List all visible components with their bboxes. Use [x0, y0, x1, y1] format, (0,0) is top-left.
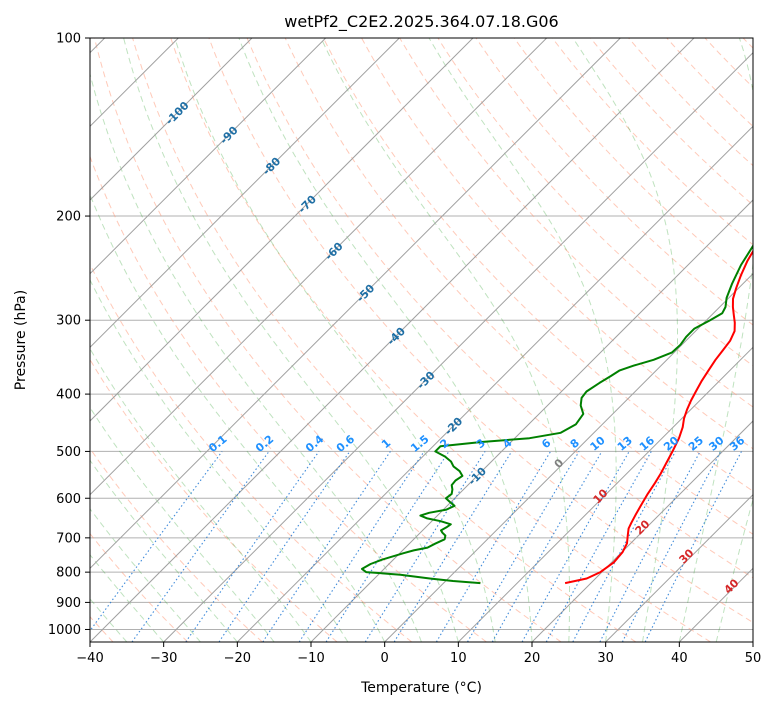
- moist-adiabat: [320, 38, 570, 642]
- mixing-ratio-line: [131, 451, 270, 642]
- y-axis-title: Pressure (hPa): [13, 290, 29, 390]
- dry-adiabat: [590, 38, 753, 206]
- moist-adiabat: [238, 38, 533, 642]
- dry-adiabat: [94, 38, 562, 642]
- moist-adiabats: [90, 38, 753, 642]
- moist-adiabat: [123, 38, 459, 642]
- skewed-isotherms: [90, 38, 753, 642]
- mixing-ratio-line: [467, 451, 580, 642]
- x-tick-label: −20: [224, 651, 251, 666]
- y-tick-label: 400: [56, 388, 81, 403]
- moist-adiabat: [90, 72, 422, 642]
- isotherm: [531, 420, 753, 642]
- x-tick-label: −30: [150, 651, 177, 666]
- y-tick-label: 800: [56, 566, 81, 581]
- y-tick-label: 100: [56, 32, 81, 47]
- y-axis: 100 200 300 400 500 600 700 800 900 1000: [48, 32, 90, 638]
- dry-adiabat: [90, 263, 413, 642]
- moist-adiabat: [90, 278, 349, 642]
- x-tick-label: −40: [76, 651, 103, 666]
- dry-adiabat: [132, 38, 637, 642]
- dry-adiabat: [628, 38, 753, 167]
- moist-adiabat: [90, 459, 238, 642]
- y-tick-label: 900: [56, 596, 81, 611]
- dry-adiabat: [399, 38, 753, 408]
- moist-adiabat: [715, 497, 753, 642]
- x-tick-label: 10: [450, 651, 467, 666]
- isotherm: [310, 199, 753, 642]
- x-tick-label: 20: [524, 651, 541, 666]
- mixing-ratio-line: [393, 451, 513, 642]
- y-tick-label: 600: [56, 492, 81, 507]
- moist-adiabat: [572, 38, 678, 642]
- mixing-ratio-line: [364, 451, 486, 642]
- mixing-ratio-lines: [90, 451, 742, 642]
- isotherm: [90, 38, 327, 275]
- dry-adiabat: [208, 38, 753, 624]
- moist-adiabat: [90, 193, 386, 642]
- isotherm: [163, 51, 753, 642]
- mixing-ratio-line: [491, 451, 603, 642]
- y-tick-label: 200: [56, 210, 81, 225]
- chart-title: wetPf2_C2E2.2025.364.07.18.G06: [284, 12, 558, 32]
- dry-adiabat: [90, 447, 263, 642]
- y-tick-label: 1000: [48, 623, 81, 638]
- dry-adiabat: [475, 38, 753, 326]
- moist-adiabat: [678, 38, 753, 642]
- x-tick-label: 0: [381, 651, 389, 666]
- isotherm: [90, 38, 548, 496]
- isotherm: [90, 38, 400, 349]
- dewpoint-profile-line: [361, 244, 753, 585]
- dry-adiabats: [90, 38, 753, 642]
- y-tick-label: 500: [56, 445, 81, 460]
- mixing-ratio-line: [325, 451, 450, 642]
- isotherm: [384, 272, 753, 642]
- dry-adiabat: [246, 38, 753, 579]
- dry-adiabat: [513, 38, 753, 286]
- x-tick-label: 30: [597, 651, 614, 666]
- isotherm: [90, 38, 695, 642]
- y-tick-label: 300: [56, 314, 81, 329]
- moist-adiabat: [90, 406, 275, 642]
- x-tick-label: −10: [297, 651, 324, 666]
- mixing-ratio-line: [521, 451, 630, 642]
- dry-adiabat: [322, 38, 753, 492]
- x-axis: −40 −30 −20 −10 0 10 20 30 40 50: [76, 642, 761, 666]
- mixing-ratio-line: [90, 451, 223, 632]
- isotherm: [90, 38, 474, 422]
- moist-adiabat: [90, 507, 201, 642]
- dry-adiabat: [170, 38, 711, 642]
- profile-series: [361, 244, 753, 585]
- mixing-ratio-line: [545, 451, 652, 642]
- x-tick-label: 40: [671, 651, 688, 666]
- x-tick-label: 50: [745, 651, 762, 666]
- mixing-ratio-line: [435, 451, 552, 642]
- x-axis-title: Temperature (°C): [360, 680, 482, 696]
- pressure-gridlines: [90, 38, 753, 630]
- isotherm: [90, 38, 621, 570]
- mixing-ratio-line: [572, 451, 676, 642]
- y-tick-label: 700: [56, 531, 81, 546]
- isotherm: [457, 346, 753, 642]
- moist-adiabat: [90, 553, 165, 642]
- isotherm: [605, 493, 753, 642]
- plot-frame: [89, 37, 754, 643]
- temperature-profile-line: [564, 249, 753, 585]
- isotherm: [90, 38, 253, 201]
- moist-adiabat: [428, 38, 617, 642]
- isotherm: [236, 125, 753, 642]
- moist-adiabat: [174, 38, 496, 642]
- mixing-ratio-line: [218, 451, 351, 642]
- moist-adiabat: [90, 598, 128, 642]
